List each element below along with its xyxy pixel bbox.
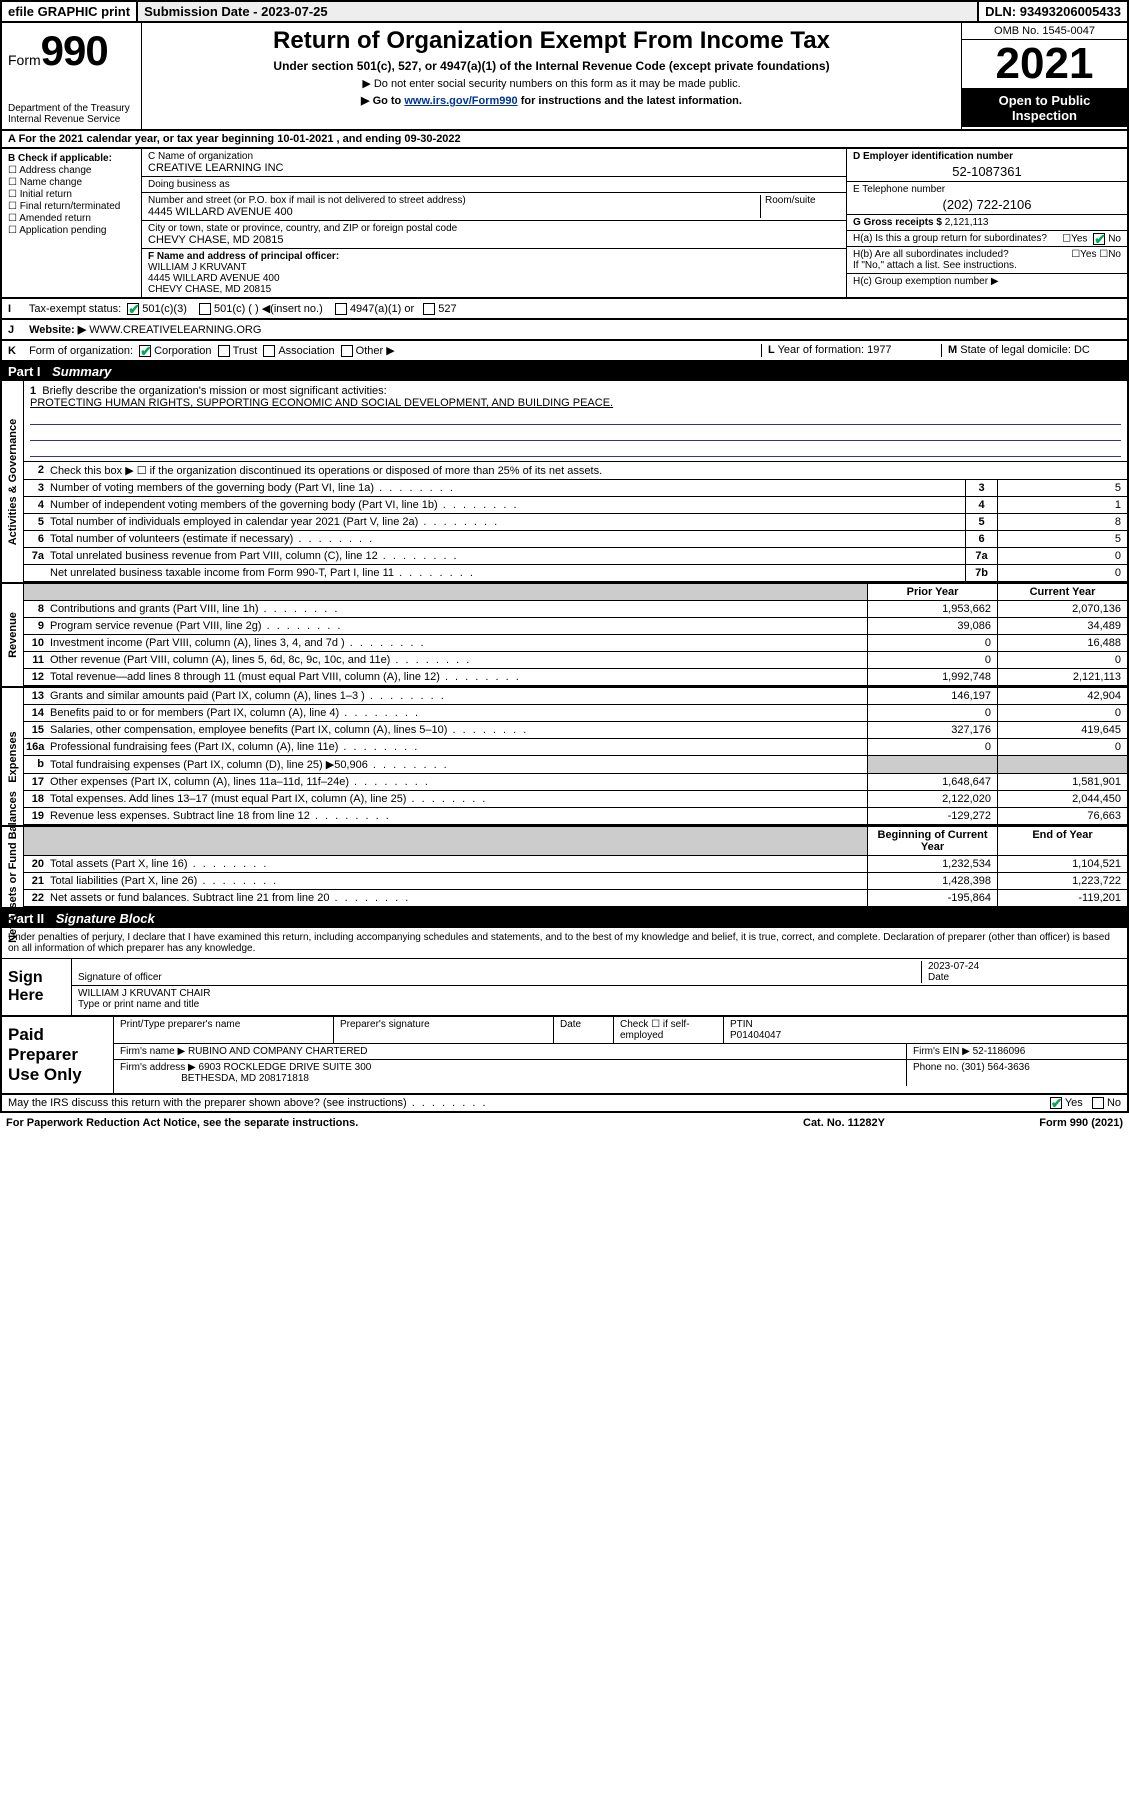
officer-name: WILLIAM J KRUVANT (148, 262, 247, 273)
chk-initial-return[interactable]: ☐ Initial return (8, 189, 135, 200)
part-i-rev: Revenue Prior Year Current Year 8Contrib… (0, 584, 1129, 688)
chk-amended[interactable]: ☐ Amended return (8, 213, 135, 224)
chk-4947[interactable] (335, 303, 347, 315)
irs-link[interactable]: www.irs.gov/Form990 (404, 95, 517, 107)
part-i-net: Net Assets or Fund Balances Beginning of… (0, 827, 1129, 909)
row-a-taxyear: A For the 2021 calendar year, or tax yea… (0, 131, 1129, 149)
submission-date: Submission Date - 2023-07-25 (138, 2, 979, 21)
city-state-zip: CHEVY CHASE, MD 20815 (148, 234, 284, 246)
year-box: OMB No. 1545-0047 2021 Open to Public In… (962, 23, 1127, 129)
row-j: J Website: ▶ WWW.CREATIVELEARNING.ORG (0, 320, 1129, 341)
chk-trust[interactable] (218, 345, 230, 357)
chk-501c3[interactable] (127, 303, 139, 315)
form-title: Return of Organization Exempt From Incom… (148, 27, 955, 55)
form-header: Form990 Department of the Treasury Inter… (0, 23, 1129, 131)
firm-name: RUBINO AND COMPANY CHARTERED (188, 1046, 367, 1057)
dln: DLN: 93493206005433 (979, 2, 1127, 21)
chk-other[interactable] (341, 345, 353, 357)
chk-name-change[interactable]: ☐ Name change (8, 177, 135, 188)
part-ii-bar: Part II Signature Block (0, 909, 1129, 928)
part-i-exp: Expenses 13Grants and similar amounts pa… (0, 688, 1129, 827)
sidetab-rev: Revenue (2, 584, 24, 686)
open-public: Open to Public Inspection (962, 89, 1127, 127)
gross-receipts: 2,121,113 (945, 217, 989, 228)
officer-sig-name: WILLIAM J KRUVANT CHAIR (78, 988, 210, 999)
sign-date: 2023-07-24 (928, 961, 979, 972)
perjury-declaration: Under penalties of perjury, I declare th… (2, 928, 1127, 959)
ha-no-checked (1093, 233, 1105, 245)
goto-note: ▶ Go to www.irs.gov/Form990 for instruct… (148, 94, 955, 107)
chk-address-change[interactable]: ☐ Address change (8, 165, 135, 176)
sign-here-label: Sign Here (2, 959, 72, 1015)
sidetab-gov: Activities & Governance (2, 381, 24, 582)
discuss-yes[interactable] (1050, 1097, 1062, 1109)
street-address: 4445 WILLARD AVENUE 400 (148, 206, 293, 218)
page-footer: For Paperwork Reduction Act Notice, see … (0, 1113, 1129, 1133)
ptin: P01404047 (730, 1030, 781, 1041)
chk-app-pending[interactable]: ☐ Application pending (8, 225, 135, 236)
part-i-bar: Part I Summary (0, 362, 1129, 381)
form-number-box: Form990 Department of the Treasury Inter… (2, 23, 142, 129)
chk-final-return[interactable]: ☐ Final return/terminated (8, 201, 135, 212)
entity-block: B Check if applicable: ☐ Address change … (0, 149, 1129, 299)
omb-number: OMB No. 1545-0047 (962, 23, 1127, 40)
box-b: B Check if applicable: ☐ Address change … (2, 149, 142, 297)
firm-addr: 6903 ROCKLEDGE DRIVE SUITE 300 (199, 1062, 372, 1073)
firm-ein: 52-1186096 (973, 1046, 1026, 1057)
phone: (202) 722-2106 (853, 197, 1121, 212)
mission-text: PROTECTING HUMAN RIGHTS, SUPPORTING ECON… (30, 397, 613, 409)
discuss-no[interactable] (1092, 1097, 1104, 1109)
chk-corp[interactable] (139, 345, 151, 357)
org-name: CREATIVE LEARNING INC (148, 162, 284, 174)
chk-501c[interactable] (199, 303, 211, 315)
ssn-note: ▶ Do not enter social security numbers o… (148, 77, 955, 90)
paid-preparer-label: Paid Preparer Use Only (2, 1017, 114, 1093)
ein: 52-1087361 (853, 164, 1121, 179)
website: WWW.CREATIVELEARNING.ORG (89, 324, 261, 336)
signature-block: Under penalties of perjury, I declare th… (0, 928, 1129, 1017)
tax-year: 2021 (962, 40, 1127, 89)
row-klm: K Form of organization: Corporation Trus… (0, 341, 1129, 362)
dept-treasury: Department of the Treasury (8, 103, 135, 114)
firm-phone: (301) 564-3636 (961, 1062, 1029, 1073)
sidetab-net: Net Assets or Fund Balances (2, 827, 24, 907)
mission-block: 1 Briefly describe the organization's mi… (24, 381, 1127, 462)
form-title-box: Return of Organization Exempt From Incom… (142, 23, 962, 129)
part-i-gov: Activities & Governance 1 Briefly descri… (0, 381, 1129, 584)
chk-527[interactable] (423, 303, 435, 315)
box-c: C Name of organization CREATIVE LEARNING… (142, 149, 847, 297)
box-d-h: D Employer identification number 52-1087… (847, 149, 1127, 297)
irs-label: Internal Revenue Service (8, 114, 135, 125)
state-domicile: DC (1074, 344, 1090, 356)
year-formation: 1977 (867, 344, 891, 356)
form-subtitle: Under section 501(c), 527, or 4947(a)(1)… (148, 59, 955, 73)
paid-preparer-block: Paid Preparer Use Only Print/Type prepar… (0, 1017, 1129, 1095)
row-i: I Tax-exempt status: 501(c)(3) 501(c) ( … (0, 299, 1129, 320)
efile-label: efile GRAPHIC print (2, 2, 138, 21)
discuss-row: May the IRS discuss this return with the… (0, 1095, 1129, 1113)
chk-assoc[interactable] (263, 345, 275, 357)
efile-topbar: efile GRAPHIC print Submission Date - 20… (0, 0, 1129, 23)
